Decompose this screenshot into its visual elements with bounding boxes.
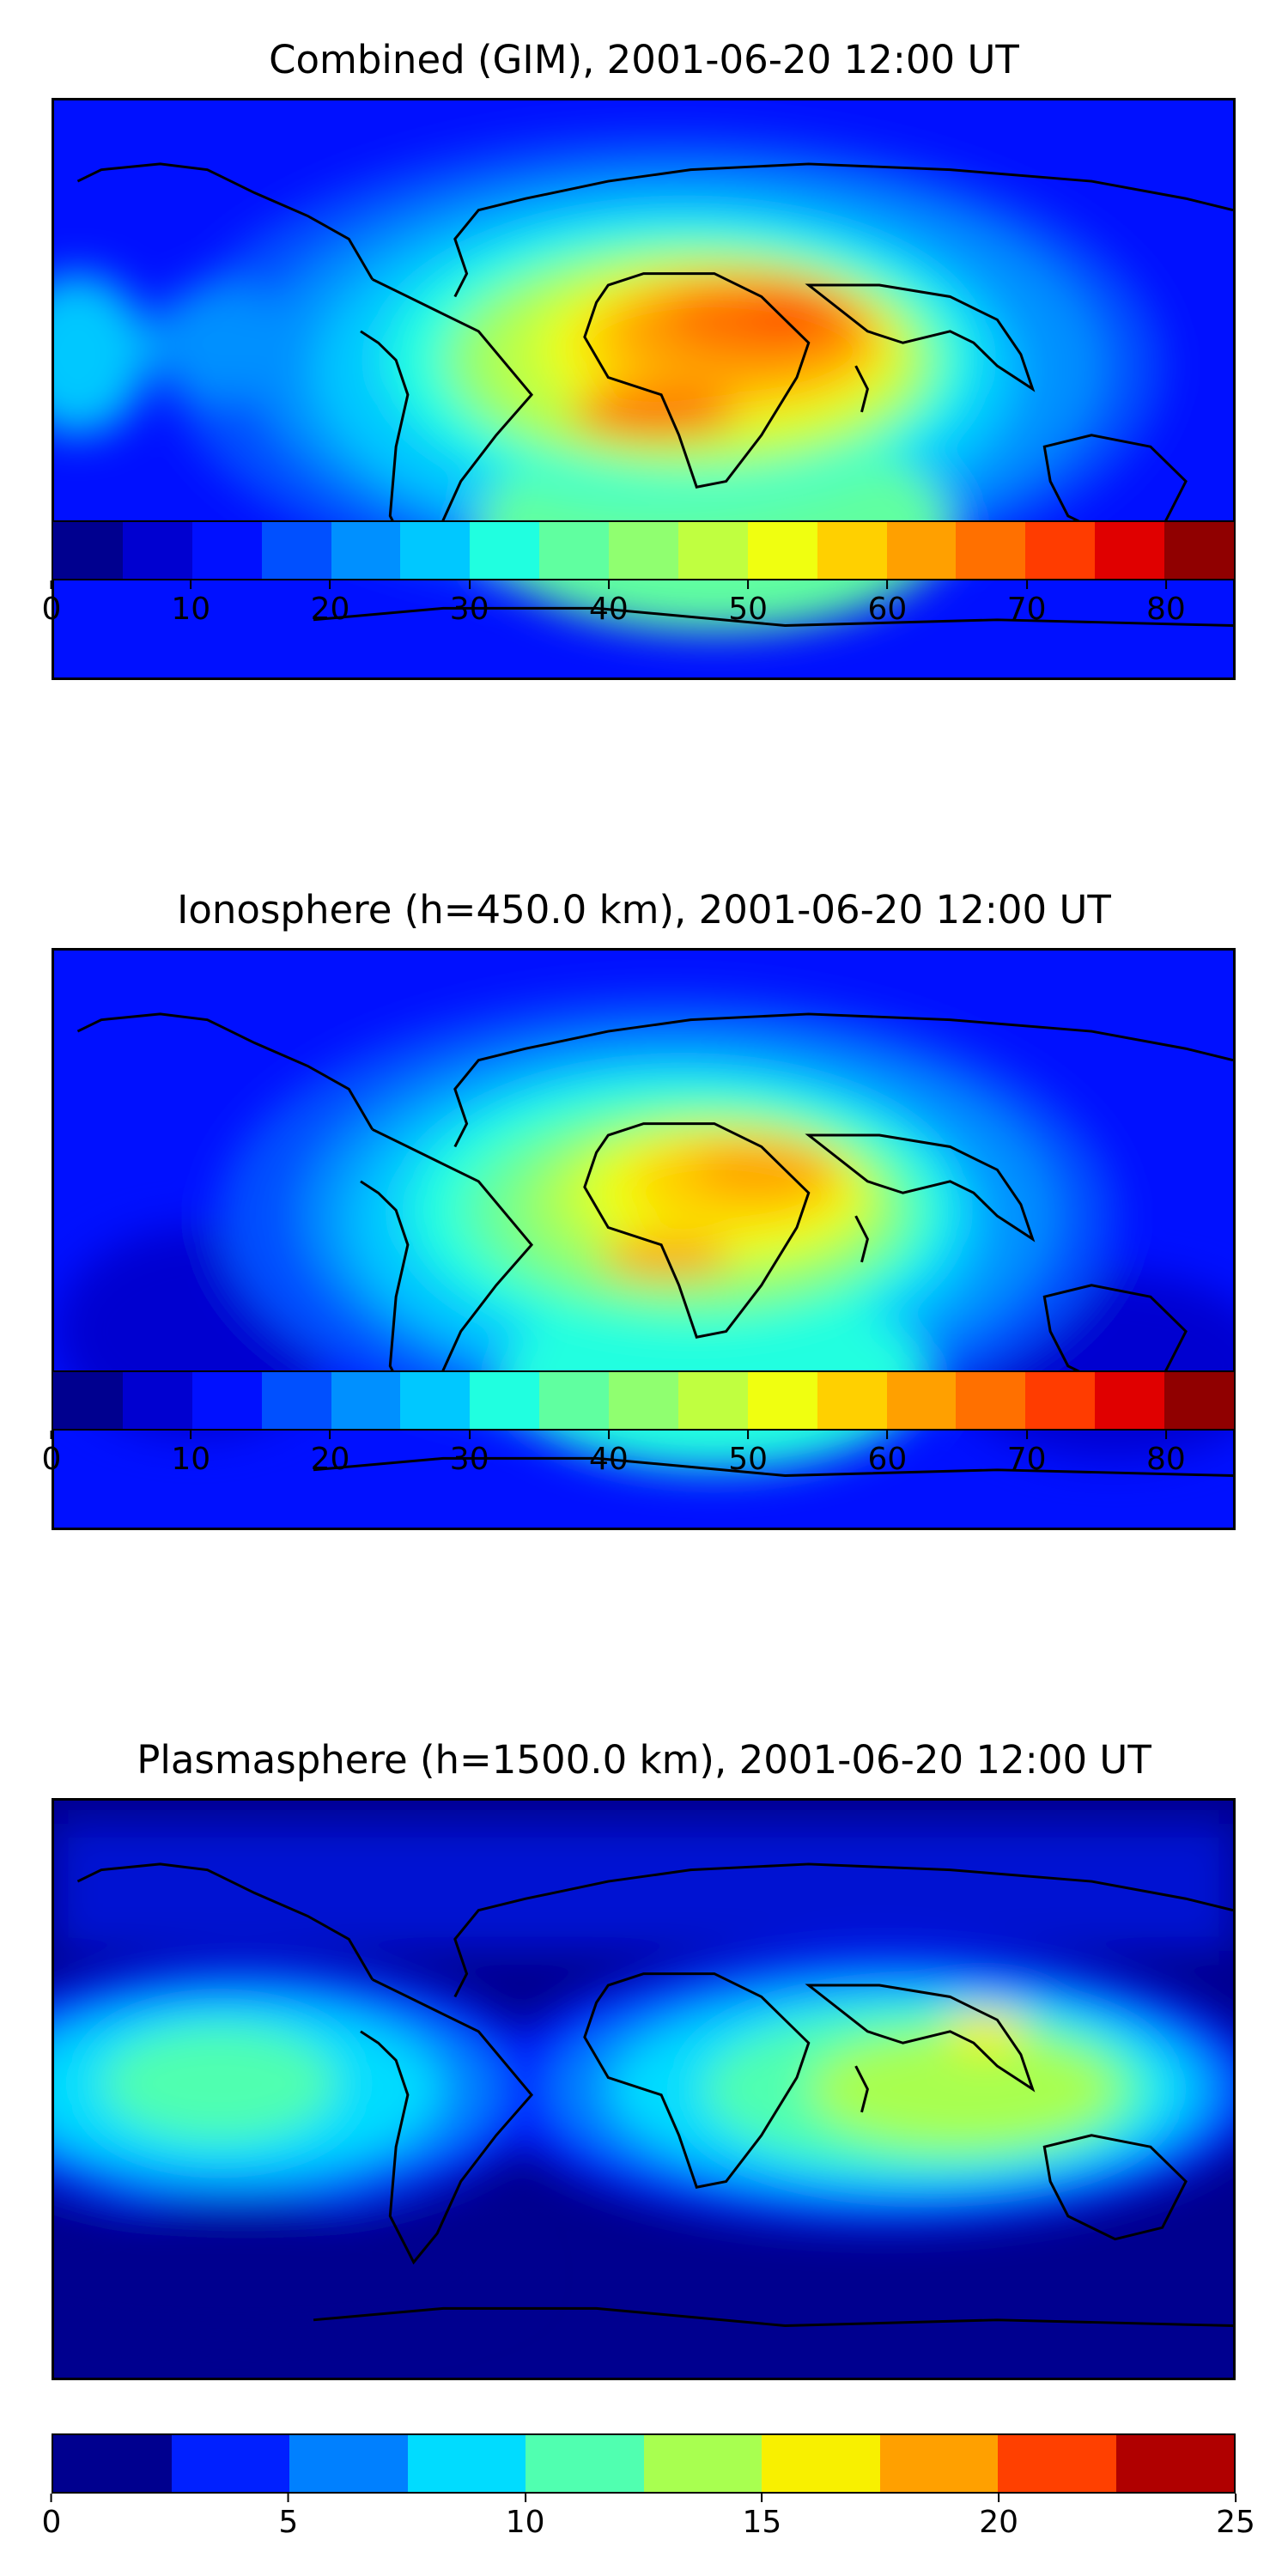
colorbar-tick-label: 70 [1007,580,1047,627]
colorbar-tick-label: 20 [979,2494,1018,2540]
map-ionosphere [52,948,1236,1530]
colorbar-segment [289,2435,408,2492]
colorbar-segment [747,522,817,579]
colorbar-segment [817,1372,887,1429]
colorbar-ticks-plasmasphere: 0 5 10 15 20 25 [42,2494,1255,2545]
colorbar-segment [956,522,1026,579]
colorbar-tick-label: 40 [589,580,629,627]
panel-title-ionosphere: Ionosphere (h=450.0 km), 2001-06-20 12:0… [177,887,1111,933]
colorbar-segment [122,522,192,579]
panel-title-plasmasphere: Plasmasphere (h=1500.0 km), 2001-06-20 1… [137,1737,1151,1783]
colorbar-segment [1025,522,1096,579]
colorbar-ticks-ionosphere: 0 10 20 30 40 50 60 70 80 [42,1431,1236,1482]
colorbar-segment [53,2435,172,2492]
colorbar-segment [122,1372,192,1429]
colorbar-segment [886,522,957,579]
colorbar-segment [1095,522,1164,579]
coastlines [76,1862,1233,2328]
colorbar-segment [171,2435,289,2492]
colorbar-segment [400,522,471,579]
colorbar-tick-label: 0 [42,580,62,627]
colorbar-tick-label: 60 [868,1431,908,1477]
colorbar-segment [191,522,262,579]
colorbar-segment [817,522,887,579]
colorbar-segment [677,1372,748,1429]
colorbar-segment [762,2435,880,2492]
colorbar-segment [53,1372,123,1429]
colorbar-segment [1164,522,1234,579]
colorbar-segment [407,2435,526,2492]
colorbar-segment [400,1372,471,1429]
colorbar-segment [526,2435,644,2492]
colorbar-segment [1164,1372,1234,1429]
colorbar-segment [1115,2435,1234,2492]
colorbar-tick-label: 5 [278,2494,298,2540]
colorbar-segment [643,2435,762,2492]
colorbar-segment [261,522,331,579]
colorbar-segment [539,1372,609,1429]
tec-map-plasmasphere [54,1801,1233,2378]
colorbar-segment [956,1372,1026,1429]
map-plasmasphere [52,1798,1236,2380]
colorbar-segment [261,1372,331,1429]
colorbar-segment [539,522,609,579]
colorbar-segment [1095,1372,1164,1429]
colorbar-tick-label: 0 [42,1431,62,1477]
colorbar-tick-label: 20 [311,1431,350,1477]
colorbar-segment [609,1372,678,1429]
colorbar-segment [886,1372,957,1429]
colorbar-ticks-combined: 0 10 20 30 40 50 60 70 80 [42,580,1236,632]
colorbar-segment [747,1372,817,1429]
colorbar-segment [1025,1372,1096,1429]
map-combined [52,98,1236,680]
colorbar-combined [52,520,1236,580]
colorbar-tick-label: 10 [171,580,210,627]
colorbar-segment [879,2435,998,2492]
colorbar-tick-label: 25 [1216,2494,1255,2540]
colorbar-tick-label: 60 [868,580,908,627]
colorbar-tick-label: 30 [450,580,489,627]
colorbar-tick-label: 10 [171,1431,210,1477]
colorbar-tick-label: 50 [728,580,768,627]
colorbar-tick-label: 15 [742,2494,781,2540]
colorbar-tick-label: 10 [506,2494,545,2540]
colorbar-segment [998,2435,1116,2492]
colorbar-segment [470,1372,540,1429]
colorbar-plasmasphere [52,2433,1236,2494]
colorbar-segment [331,1372,401,1429]
colorbar-segment [331,522,401,579]
colorbar-tick-label: 50 [728,1431,768,1477]
colorbar-segment [53,522,123,579]
tec-map-combined [54,100,1233,677]
colorbar-tick-label: 40 [589,1431,629,1477]
colorbar-tick-label: 80 [1146,580,1186,627]
colorbar-tick-label: 70 [1007,1431,1047,1477]
colorbar-segment [470,522,540,579]
colorbar-tick-label: 0 [42,2494,62,2540]
colorbar-segment [677,522,748,579]
colorbar-segment [609,522,678,579]
colorbar-tick-label: 30 [450,1431,489,1477]
colorbar-tick-label: 20 [311,580,350,627]
tec-map-ionosphere [54,951,1233,1528]
colorbar-tick-label: 80 [1146,1431,1186,1477]
colorbar-ionosphere [52,1370,1236,1431]
panel-title-combined: Combined (GIM), 2001-06-20 12:00 UT [269,37,1019,82]
colorbar-segment [191,1372,262,1429]
